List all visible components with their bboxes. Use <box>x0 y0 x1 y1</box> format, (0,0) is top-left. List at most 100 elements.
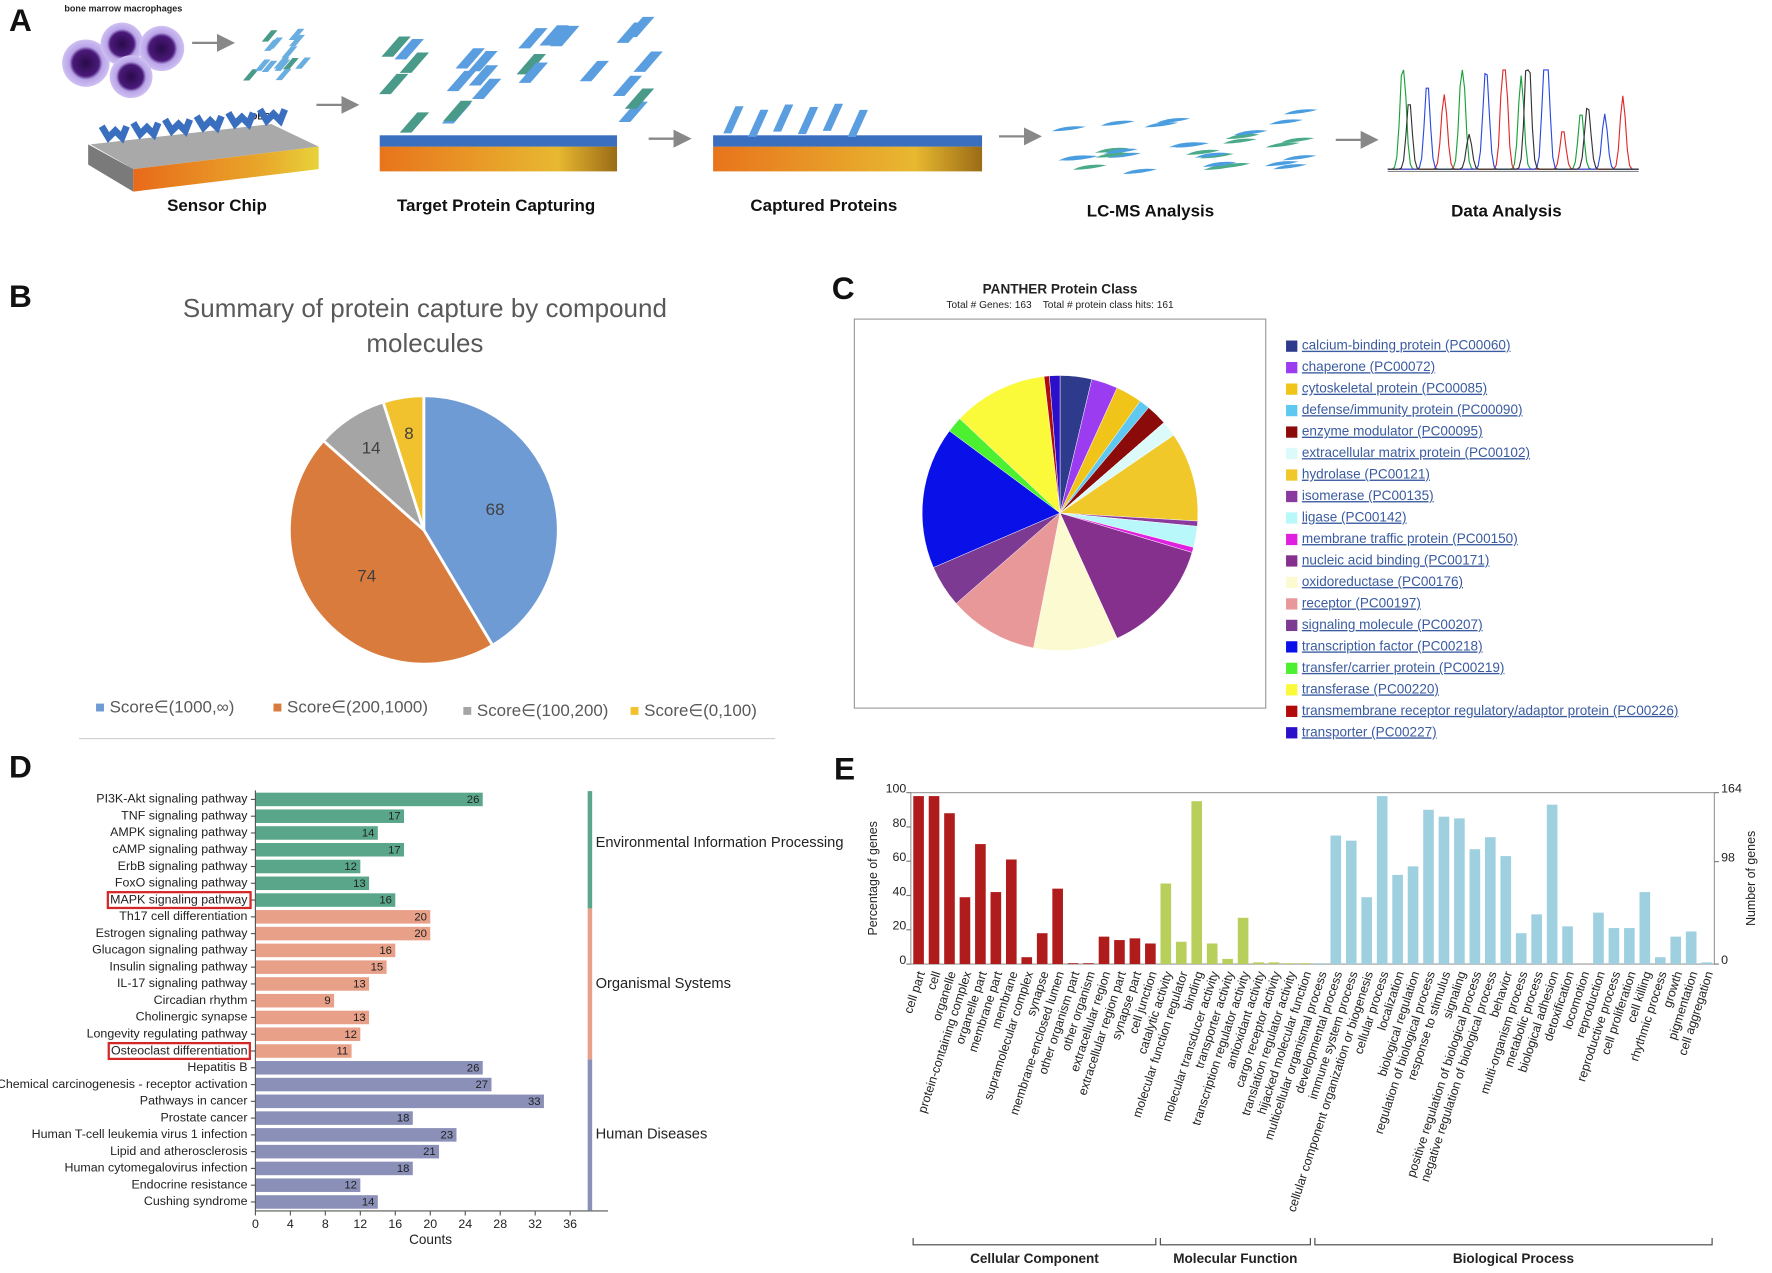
protein <box>471 78 502 99</box>
group-label: Cellular Component <box>970 1251 1099 1266</box>
dbr <box>193 114 225 134</box>
legend-link[interactable]: chaperone (PC00072) <box>1302 359 1435 374</box>
bar <box>1639 892 1651 965</box>
x-tick-label: 4 <box>287 1217 294 1231</box>
panel-label: A <box>9 2 32 38</box>
workflow-diagram: bone marrow macrophages DBR Sensor Chip … <box>62 3 1639 220</box>
bar <box>255 977 370 991</box>
peptide <box>1280 137 1315 143</box>
legend-link[interactable]: isomerase (PC00135) <box>1302 488 1434 503</box>
legend-link[interactable]: cytoskeletal protein (PC00085) <box>1302 381 1487 396</box>
bar <box>255 1094 544 1109</box>
group-label: Biological Process <box>1453 1251 1574 1266</box>
data-label: 16 <box>379 895 392 907</box>
bar <box>1299 963 1311 965</box>
bar <box>1624 928 1635 965</box>
cell <box>62 39 110 87</box>
legend-swatch <box>463 706 472 715</box>
bar <box>1454 818 1465 965</box>
bar <box>1407 866 1419 965</box>
protein <box>455 48 485 69</box>
protein <box>274 59 291 71</box>
legend-link[interactable]: calcium-binding protein (PC00060) <box>1302 338 1511 353</box>
bar <box>255 1144 440 1159</box>
bar <box>1098 936 1110 965</box>
bar <box>1500 856 1512 965</box>
step-label: Sensor Chip <box>167 196 267 215</box>
category-label: Human cytomegalovirus infection <box>65 1161 248 1175</box>
data-label: 8 <box>404 424 413 443</box>
peptide <box>1094 147 1129 153</box>
legend-link[interactable]: signaling molecule (PC00207) <box>1302 617 1483 632</box>
chip-top <box>90 124 319 170</box>
legend-swatch <box>1286 512 1298 524</box>
legend-link[interactable]: oxidoreductase (PC00176) <box>1302 574 1463 589</box>
legend-link[interactable]: transporter (PC00227) <box>1302 724 1437 739</box>
group-bar <box>587 791 593 909</box>
legend-link[interactable]: hydrolase (PC00121) <box>1302 467 1430 482</box>
legend-link[interactable]: receptor (PC00197) <box>1302 596 1421 611</box>
trace <box>1387 69 1639 170</box>
y-tick-label: 100 <box>886 782 907 796</box>
legend-link[interactable]: membrane traffic protein (PC00150) <box>1302 531 1518 546</box>
y-tick-label: 0 <box>899 953 906 967</box>
bar <box>1670 936 1682 965</box>
bar <box>255 1128 457 1142</box>
legend-link[interactable]: transmembrane receptor regulatory/adapto… <box>1302 703 1679 718</box>
data-label: 13 <box>353 1012 366 1024</box>
legend-link[interactable]: enzyme modulator (PC00095) <box>1302 424 1483 439</box>
category-label: Lipid and atherosclerosis <box>110 1144 247 1158</box>
legend-link[interactable]: defense/immunity protein (PC00090) <box>1302 402 1523 417</box>
protein <box>616 22 646 43</box>
bar <box>990 892 1002 965</box>
y2-tick-label: 98 <box>1721 851 1735 865</box>
peptide <box>1095 152 1130 158</box>
bar <box>1469 849 1481 965</box>
bar <box>1284 963 1295 965</box>
legend-swatch <box>1286 641 1298 653</box>
legend-link[interactable]: nucleic acid binding (PC00171) <box>1302 553 1490 568</box>
pie-slice <box>1033 512 1118 651</box>
category-label: Insulin signaling pathway <box>109 959 248 973</box>
peptide <box>1185 149 1220 155</box>
legend-link[interactable]: extracellular matrix protein (PC00102) <box>1302 445 1530 460</box>
x-axis-label: Counts <box>409 1232 452 1247</box>
bar <box>255 1178 361 1192</box>
bar <box>1129 938 1141 965</box>
chip-layer <box>379 135 618 147</box>
protein <box>468 50 498 72</box>
legend-link[interactable]: transferase (PC00220) <box>1302 681 1439 696</box>
data-label: 14 <box>362 1197 375 1209</box>
legend-link[interactable]: transcription factor (PC00218) <box>1302 638 1483 653</box>
bar <box>1392 874 1403 965</box>
category-label: Prostate cancer <box>161 1110 248 1124</box>
protein <box>446 70 477 92</box>
group-label: Human Diseases <box>596 1127 708 1143</box>
x-tick-label: 32 <box>528 1217 542 1231</box>
protein <box>550 25 580 47</box>
pie-slice <box>959 376 1061 514</box>
protein <box>288 28 305 41</box>
bar <box>1345 840 1357 965</box>
peptide <box>1269 119 1304 125</box>
legend-link[interactable]: transfer/carrier protein (PC00219) <box>1302 660 1505 675</box>
panel-label: D <box>9 748 32 784</box>
peptide <box>1051 126 1086 132</box>
protein <box>254 59 271 71</box>
bar <box>975 844 986 965</box>
bar <box>1438 816 1450 965</box>
legend-swatch <box>1286 705 1298 717</box>
protein <box>399 52 430 73</box>
protein <box>797 107 819 135</box>
y2-tick-label: 164 <box>1721 782 1742 796</box>
data-label: 18 <box>397 1113 410 1125</box>
peptide <box>1282 155 1317 161</box>
data-label: 33 <box>528 1096 541 1108</box>
legend-link[interactable]: ligase (PC00142) <box>1302 510 1407 525</box>
protein <box>518 62 548 83</box>
bar <box>1330 835 1342 965</box>
bar <box>1222 958 1233 965</box>
x-tick-label: 28 <box>493 1217 507 1231</box>
peptide <box>1100 120 1135 126</box>
